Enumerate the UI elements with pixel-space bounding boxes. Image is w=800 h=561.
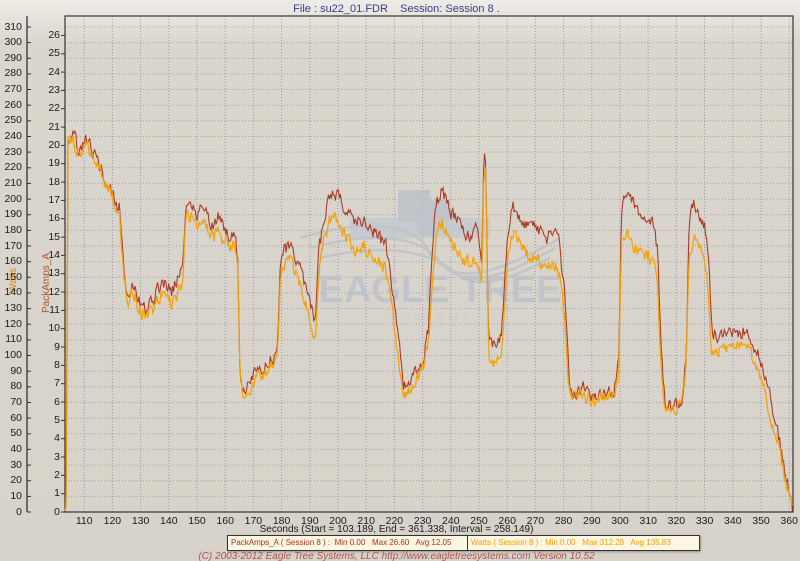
svg-text:EAGLE TREE: EAGLE TREE xyxy=(319,269,562,311)
svg-text:SYSTEMS: SYSTEMS xyxy=(389,312,474,326)
